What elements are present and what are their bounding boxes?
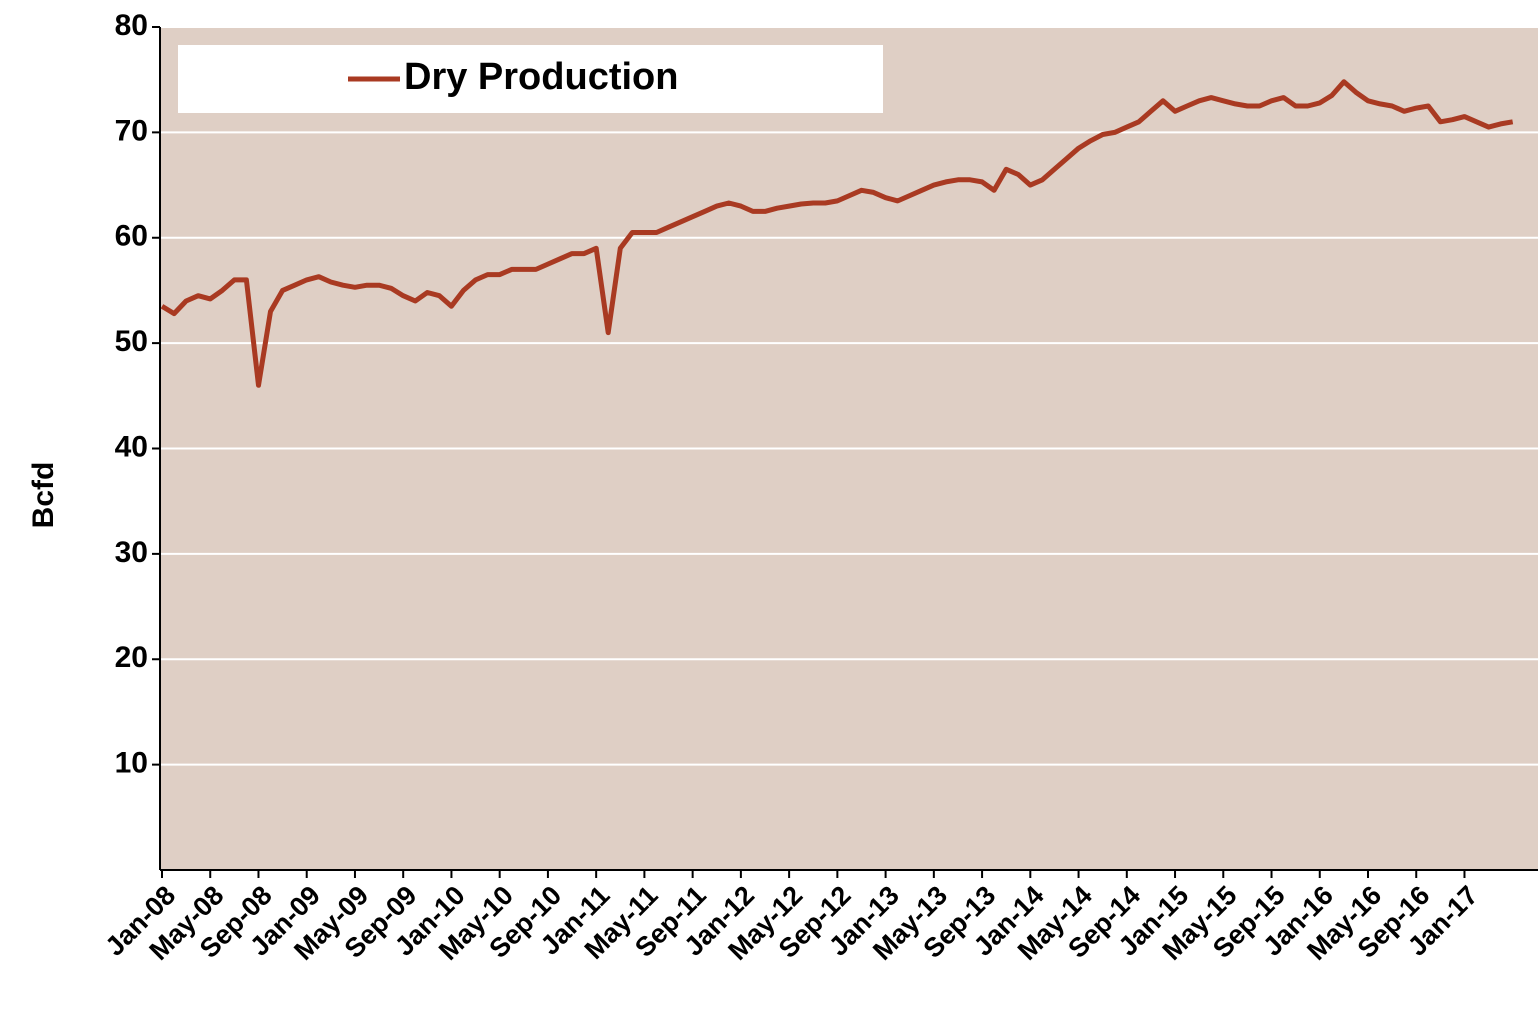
y-tick-label: 10 xyxy=(115,747,148,780)
data-line xyxy=(160,79,1514,388)
y-axis-label: Bcfd xyxy=(27,462,60,529)
y-tick-label: 80 xyxy=(115,9,148,42)
y-tick-label: 70 xyxy=(115,114,148,147)
legend-box xyxy=(178,45,883,113)
y-tick-label: 50 xyxy=(115,325,148,358)
y-tick-label: 20 xyxy=(115,641,148,674)
y-tick-label: 40 xyxy=(115,430,148,463)
legend-label: Dry Production xyxy=(404,56,678,98)
y-tick-label: 30 xyxy=(115,536,148,569)
y-tick-label: 60 xyxy=(115,220,148,253)
